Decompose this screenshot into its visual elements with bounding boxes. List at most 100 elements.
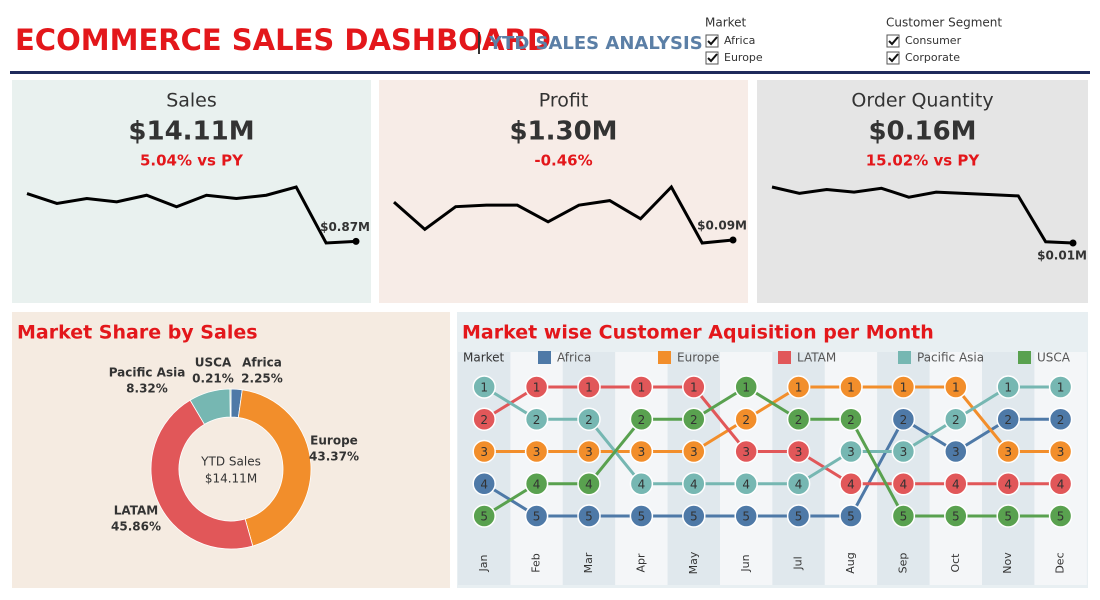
rank-marker bbox=[472, 407, 496, 431]
rank-label: 4 bbox=[690, 477, 698, 491]
legend-swatch[interactable] bbox=[898, 351, 911, 364]
rank-marker bbox=[944, 407, 968, 431]
rank-marker bbox=[577, 439, 601, 464]
legend-swatch[interactable] bbox=[1018, 351, 1031, 364]
slice-label: LATAM bbox=[114, 504, 158, 518]
rank-marker bbox=[839, 504, 863, 528]
rank-label: 4 bbox=[1004, 477, 1012, 491]
filter-option[interactable]: Africa bbox=[724, 34, 755, 47]
rank-marker bbox=[891, 472, 916, 496]
rank-marker bbox=[577, 407, 601, 431]
sparkline bbox=[26, 185, 357, 245]
legend-label[interactable]: LATAM bbox=[797, 351, 836, 365]
rank-marker bbox=[996, 375, 1020, 399]
rank-label: 4 bbox=[533, 477, 541, 491]
rank-marker bbox=[891, 407, 916, 431]
legend-swatch[interactable] bbox=[778, 351, 791, 364]
rank-label: 5 bbox=[533, 510, 541, 524]
rank-label: 4 bbox=[585, 477, 593, 491]
filter-option[interactable]: Corporate bbox=[905, 51, 960, 64]
rank-marker bbox=[1048, 407, 1073, 431]
rank-marker bbox=[629, 504, 654, 528]
rank-marker bbox=[996, 504, 1020, 528]
rank-label: 1 bbox=[690, 381, 698, 395]
rank-marker bbox=[1048, 375, 1073, 399]
legend-label[interactable]: Pacific Asia bbox=[917, 351, 984, 365]
rank-label: 1 bbox=[795, 381, 803, 395]
rank-label: 1 bbox=[952, 381, 960, 395]
kpi-value: $1.30M bbox=[509, 117, 617, 147]
data-label: $0.01M bbox=[1037, 249, 1087, 263]
rank-label: 3 bbox=[742, 445, 750, 459]
rank-label: 1 bbox=[638, 381, 646, 395]
slice-label: Pacific Asia bbox=[109, 366, 186, 380]
legend-label[interactable]: USCA bbox=[1037, 351, 1071, 365]
donut-slice bbox=[237, 389, 312, 547]
legend-label[interactable]: Europe bbox=[677, 351, 719, 365]
x-tick-label: Jun bbox=[739, 554, 752, 572]
chart-title: Market Share by Sales bbox=[17, 322, 258, 344]
rank-label: 4 bbox=[742, 477, 750, 491]
legend-label[interactable]: Africa bbox=[557, 351, 591, 365]
sparkline-end bbox=[1069, 239, 1077, 247]
rank-label: 5 bbox=[952, 510, 960, 524]
filter-option[interactable]: Europe bbox=[724, 51, 763, 64]
rank-marker bbox=[682, 407, 706, 431]
rank-marker bbox=[786, 375, 811, 399]
rank-label: 3 bbox=[1057, 445, 1065, 459]
rank-label: 5 bbox=[900, 510, 908, 524]
kpi-title: Profit bbox=[539, 90, 589, 112]
rank-marker bbox=[734, 472, 758, 496]
filter-option[interactable]: Consumer bbox=[905, 34, 962, 47]
kpi-panel bbox=[12, 80, 371, 303]
rank-marker bbox=[996, 407, 1020, 431]
rank-marker bbox=[944, 375, 968, 399]
kpi-title: Sales bbox=[166, 90, 217, 112]
rank-label: 2 bbox=[795, 413, 803, 427]
rank-marker bbox=[839, 375, 863, 399]
rank-marker bbox=[577, 504, 601, 528]
rank-label: 3 bbox=[585, 445, 593, 459]
rank-marker bbox=[786, 407, 811, 431]
rank-label: 2 bbox=[742, 413, 750, 427]
rank-marker bbox=[734, 375, 758, 399]
checkmark bbox=[707, 36, 718, 46]
rank-label: 3 bbox=[952, 445, 960, 459]
rank-label: 5 bbox=[1057, 510, 1065, 524]
rank-label: 2 bbox=[1057, 413, 1065, 427]
legend-swatch[interactable] bbox=[658, 351, 671, 364]
donut-slice bbox=[229, 388, 232, 418]
slice-value: 2.25% bbox=[241, 372, 283, 386]
dashboard-title: ECOMMERCE SALES DASHBOARD bbox=[15, 23, 551, 57]
kpi-title: Order Quantity bbox=[851, 90, 993, 112]
sparkline-end bbox=[352, 237, 360, 245]
rank-label: 5 bbox=[690, 510, 698, 524]
sparkline bbox=[393, 184, 734, 245]
rank-marker bbox=[944, 504, 968, 528]
kpi-change: -0.46% bbox=[534, 152, 592, 170]
rank-marker bbox=[682, 472, 706, 496]
rank-label: 3 bbox=[638, 445, 646, 459]
rank-label: 4 bbox=[638, 477, 646, 491]
rank-label: 3 bbox=[1004, 445, 1012, 459]
rank-label: 3 bbox=[847, 445, 855, 459]
slice-value: 0.21% bbox=[192, 372, 234, 386]
rank-label: 5 bbox=[480, 510, 488, 524]
rank-marker bbox=[891, 439, 916, 464]
rank-label: 2 bbox=[690, 413, 698, 427]
x-tick-label: Jul bbox=[792, 556, 805, 570]
rank-label: 5 bbox=[1004, 510, 1012, 524]
slice-label: Africa bbox=[242, 356, 282, 370]
kpi-value: $14.11M bbox=[128, 117, 254, 147]
rank-label: 5 bbox=[847, 510, 855, 524]
legend-swatch[interactable] bbox=[538, 351, 551, 364]
sparkline-end bbox=[729, 236, 737, 244]
rank-label: 1 bbox=[1004, 381, 1012, 395]
dashboard-subtitle: YTD SALES ANALYSIS bbox=[488, 33, 703, 54]
rank-label: 2 bbox=[1004, 413, 1012, 427]
rank-marker bbox=[839, 407, 863, 431]
rank-marker bbox=[996, 439, 1020, 464]
rank-label: 3 bbox=[533, 445, 541, 459]
rank-marker bbox=[734, 407, 758, 431]
rank-marker bbox=[839, 472, 863, 496]
